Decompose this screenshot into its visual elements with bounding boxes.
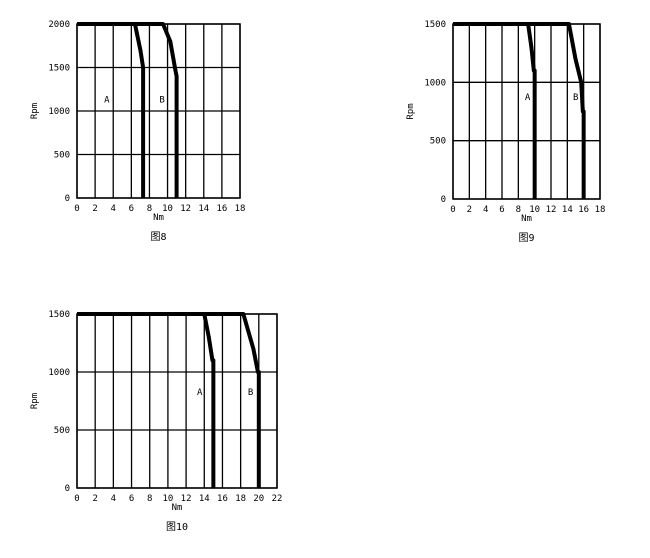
- y-tick-label: 1500: [424, 20, 446, 30]
- x-tick-label: 6: [129, 204, 134, 214]
- series-A-curve: [453, 22, 537, 199]
- chart-1: 0 2 4 6 8 10 12 14 16 18 0 500 1000 1500 2000 A B Nm Rpm 图8: [30, 20, 245, 243]
- x-tick-label: 0: [74, 494, 79, 504]
- y-tick-label: 0: [65, 484, 70, 494]
- x-tick-label: 16: [216, 204, 227, 214]
- x-tick-label: 2: [467, 205, 472, 215]
- x-tick-label: 4: [111, 494, 116, 504]
- series-label-B: B: [159, 95, 164, 105]
- y-tick-label: 1500: [48, 64, 70, 74]
- x-tick-label: 2: [92, 494, 97, 504]
- x-tick-label: 10: [529, 205, 540, 215]
- y-axis-label: Rpm: [30, 103, 40, 119]
- x-tick-label: 8: [147, 204, 152, 214]
- x-tick-label: 2: [92, 204, 97, 214]
- x-tick-label: 16: [217, 494, 228, 504]
- x-tick-label: 14: [562, 205, 573, 215]
- y-tick-label: 500: [54, 426, 70, 436]
- x-axis-label: Nm: [153, 213, 164, 223]
- x-tick-label: 12: [546, 205, 557, 215]
- y-tick-label: 500: [430, 137, 446, 147]
- series-A-curve: [77, 312, 216, 488]
- x-tick-label: 18: [595, 205, 606, 215]
- x-axis-label: Nm: [521, 214, 532, 224]
- y-axis-label: Rpm: [406, 103, 416, 119]
- y-tick-label: 1000: [48, 107, 70, 117]
- series-B-curve: [77, 312, 261, 488]
- y-tick-label: 1500: [48, 310, 70, 320]
- x-tick-label: 4: [483, 205, 488, 215]
- series-label-A: A: [104, 95, 110, 105]
- series-B-curve: [453, 22, 586, 199]
- series-label-A: A: [525, 93, 531, 103]
- chart-3: 0 2 4 6 8 10 12 14 16 18 20 22 0 500 1000 1500 A B Nm Rpm 图1…: [30, 310, 282, 533]
- chart-2: 0 2 4 6 8 10 12 14 16 18 0 500 1000 1500 A B Nm Rpm 图9: [406, 20, 605, 244]
- series-label-B: B: [248, 388, 253, 398]
- x-tick-label: 22: [272, 494, 283, 504]
- x-tick-label: 14: [199, 494, 210, 504]
- x-tick-label: 6: [129, 494, 134, 504]
- figure-caption: 图9: [518, 232, 534, 244]
- y-tick-label: 0: [65, 194, 70, 204]
- series-label-A: A: [197, 388, 203, 398]
- plot-frame: [452, 23, 601, 200]
- series-B-curve: [77, 22, 179, 198]
- figure-caption: 图10: [166, 521, 188, 533]
- x-tick-label: 12: [181, 494, 192, 504]
- x-tick-label: 16: [578, 205, 589, 215]
- x-tick-label: 20: [253, 494, 264, 504]
- x-tick-label: 10: [162, 494, 173, 504]
- y-tick-label: 2000: [48, 20, 70, 30]
- x-tick-label: 12: [180, 204, 191, 214]
- x-tick-label: 0: [74, 204, 79, 214]
- y-tick-label: 1000: [424, 78, 446, 88]
- y-tick-label: 1000: [48, 368, 70, 378]
- series-label-B: B: [573, 93, 578, 103]
- x-tick-label: 10: [162, 204, 173, 214]
- x-tick-label: 14: [198, 204, 209, 214]
- plot-frame: [76, 313, 278, 489]
- figure-caption: 图8: [150, 231, 166, 243]
- x-tick-label: 8: [147, 494, 152, 504]
- x-tick-label: 18: [235, 494, 246, 504]
- x-tick-label: 8: [516, 205, 521, 215]
- x-tick-label: 4: [111, 204, 116, 214]
- x-tick-label: 6: [499, 205, 504, 215]
- y-axis-label: Rpm: [30, 393, 40, 409]
- y-tick-label: 0: [441, 195, 446, 205]
- y-tick-label: 500: [54, 151, 70, 161]
- x-tick-label: 0: [450, 205, 455, 215]
- x-tick-label: 18: [235, 204, 246, 214]
- x-axis-label: Nm: [172, 503, 183, 513]
